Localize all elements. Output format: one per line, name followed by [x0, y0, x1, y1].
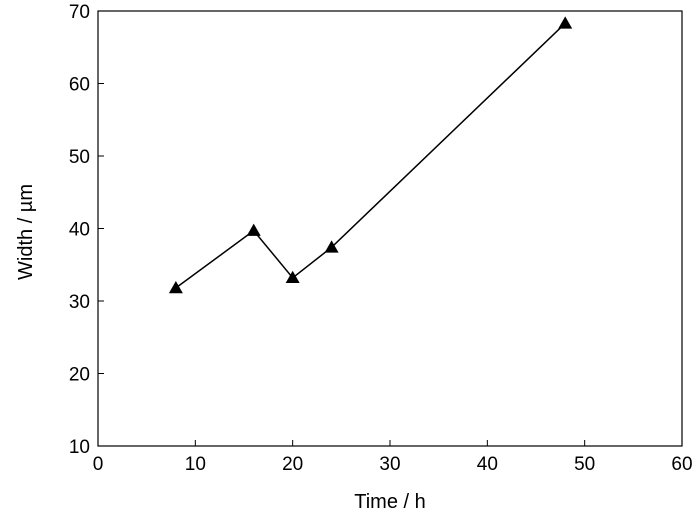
y-tick-label: 70: [69, 2, 90, 23]
x-tick-label: 40: [477, 454, 498, 475]
data-point-marker: [285, 270, 300, 284]
y-axis-ticks: 10 20 30 40 50 60 70: [69, 2, 104, 458]
x-axis-ticks: 0 10 20 30 40 50 60: [93, 440, 693, 475]
series-layer: [168, 16, 573, 294]
y-axis-title: Width / µm: [15, 184, 37, 280]
y-tick-label: 60: [69, 75, 90, 96]
plot-frame: [97, 10, 683, 447]
y-tick-label: 20: [69, 365, 90, 386]
x-axis-title: Time / h: [354, 491, 426, 513]
y-tick-label: 40: [69, 220, 90, 241]
y-tick-label: 50: [69, 147, 90, 168]
x-tick-label: 10: [185, 454, 206, 475]
x-tick-label: 20: [282, 454, 303, 475]
x-tick-label: 60: [671, 454, 692, 475]
y-tick-label: 10: [69, 437, 90, 458]
x-tick-label: 0: [93, 454, 104, 475]
data-point-marker: [558, 16, 573, 29]
x-tick-label: 50: [574, 454, 595, 475]
data-point-marker: [324, 240, 339, 253]
data-point-marker: [246, 223, 261, 236]
data-point-marker: [168, 280, 183, 294]
y-tick-label: 30: [69, 292, 90, 313]
series-line: [175, 22, 566, 289]
x-tick-label: 30: [379, 454, 400, 475]
